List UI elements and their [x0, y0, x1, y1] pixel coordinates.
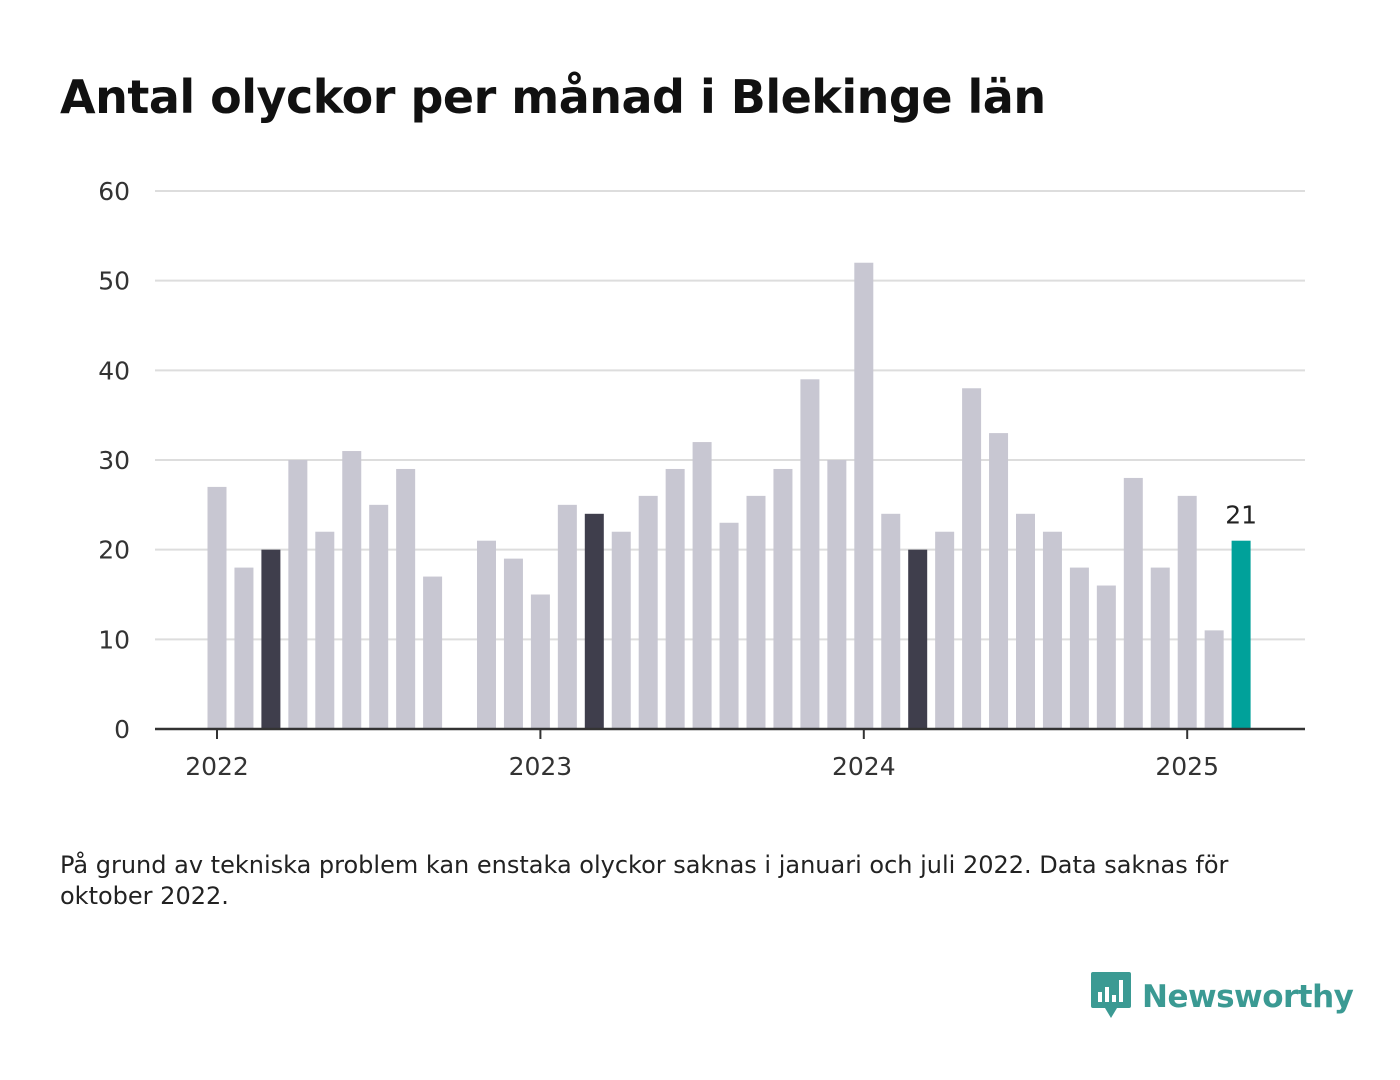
bar-2023-02 — [557, 504, 577, 729]
bar-2025-03 — [1231, 540, 1251, 729]
bar-2023-08 — [719, 522, 739, 729]
bar-2023-11 — [800, 379, 820, 729]
data-labels: 21 — [1225, 501, 1257, 530]
brand-logo[interactable]: Newsworthy — [1090, 970, 1354, 1024]
bar-2023-07 — [692, 442, 712, 729]
data-label: 21 — [1225, 501, 1257, 530]
y-tick-label: 10 — [98, 625, 130, 654]
bar-2022-12 — [503, 558, 523, 729]
brand-name: Newsworthy — [1142, 979, 1354, 1015]
y-axis-ticks: 0 10 20 30 40 50 60 — [98, 177, 130, 744]
x-tick-label: 2022 — [185, 752, 249, 781]
bar-2024-10 — [1096, 585, 1116, 729]
bar-2024-12 — [1150, 567, 1170, 729]
bar-2025-01 — [1177, 495, 1197, 729]
bar-2024-02 — [881, 513, 901, 729]
y-tick-label: 0 — [114, 715, 130, 744]
bar-2024-03 — [908, 549, 928, 729]
y-tick-label: 20 — [98, 536, 130, 565]
bar-2024-05 — [962, 388, 982, 729]
bar-chart: 0 10 20 30 40 50 60 21 2022 2023 2024 2025 — [98, 177, 1305, 781]
bar-2025-02 — [1204, 630, 1224, 729]
bar-2022-08 — [396, 468, 416, 729]
bar-2022-06 — [342, 451, 362, 729]
bar-2023-01 — [530, 594, 550, 729]
bar-2022-07 — [369, 504, 389, 729]
bar-2024-07 — [1016, 513, 1035, 729]
bar-2024-01 — [854, 262, 874, 729]
newsworthy-logo-icon — [1090, 970, 1132, 1024]
bar-2022-01 — [207, 486, 227, 729]
chart-title: Antal olyckor per månad i Blekinge län — [60, 70, 1046, 124]
y-tick-label: 40 — [98, 356, 130, 385]
bar-2023-10 — [773, 468, 793, 729]
bar-2024-09 — [1069, 567, 1089, 729]
bar-2022-11 — [477, 540, 496, 729]
footnote: På grund av tekniska problem kan enstaka… — [60, 851, 1229, 910]
y-tick-label: 30 — [98, 446, 130, 475]
x-axis: 2022 2023 2024 2025 — [155, 727, 1305, 781]
bar-2022-04 — [288, 460, 308, 729]
bar-2022-02 — [234, 567, 254, 729]
bar-2024-06 — [989, 433, 1009, 729]
bar-2024-08 — [1042, 531, 1062, 729]
bar-2024-11 — [1123, 477, 1143, 729]
bar-2022-03 — [261, 549, 281, 729]
bar-2023-06 — [665, 468, 685, 729]
y-tick-label: 50 — [98, 267, 130, 296]
x-tick-label: 2023 — [509, 752, 573, 781]
x-tick-label: 2024 — [832, 752, 896, 781]
bar-2023-03 — [584, 513, 604, 729]
bar-2023-12 — [827, 460, 847, 729]
bar-2023-09 — [746, 495, 766, 729]
bar-2023-04 — [611, 531, 631, 729]
bars — [207, 262, 1251, 729]
bar-2022-09 — [423, 576, 443, 729]
bar-2022-05 — [315, 531, 335, 729]
bar-2023-05 — [638, 495, 658, 729]
bar-2024-04 — [935, 531, 955, 729]
y-tick-label: 60 — [98, 177, 130, 206]
x-tick-label: 2025 — [1155, 752, 1219, 781]
